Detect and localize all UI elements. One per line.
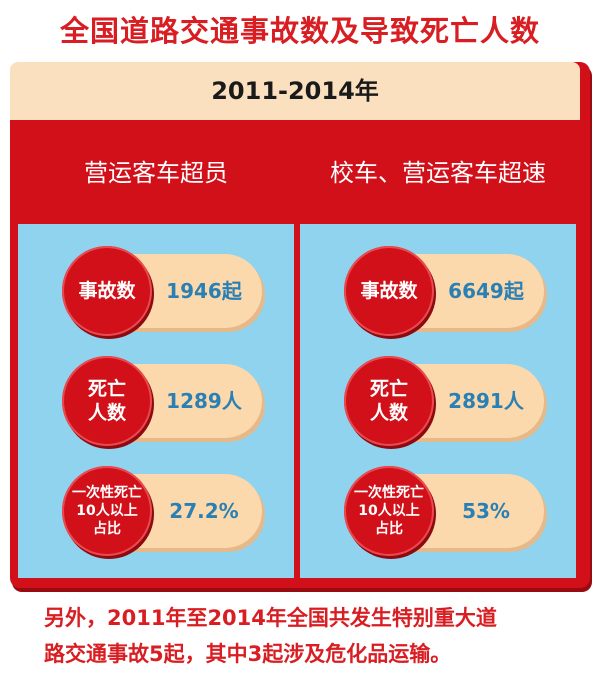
footer-line-2: 路交通事故5起，其中3起涉及危化品运输。 (44, 642, 452, 666)
stat-label-circle: 事故数 (344, 246, 434, 336)
stat-label: 一次性死亡 10人以上 占比 (72, 485, 142, 537)
stat-label: 死亡 人数 (87, 378, 126, 424)
column-header: 营运客车超员 (84, 159, 228, 187)
stat-mass-death-share: 53% 一次性死亡 10人以上 占比 (344, 466, 544, 556)
column-body: 6649起 事故数 2891人 死亡 人数 53% 一次性死亡 10人以上 占比 (300, 224, 576, 578)
stat-label: 事故数 (360, 280, 418, 302)
period-banner: 2011-2014年 (10, 62, 580, 120)
stat-deaths: 1289人 死亡 人数 (62, 356, 262, 446)
stat-label-circle: 死亡 人数 (62, 356, 152, 446)
column-speeding: 校车、营运客车超速 6649起 事故数 2891人 死亡 人数 53% 一次性死… (300, 124, 576, 584)
column-divider (296, 124, 300, 584)
stat-value: 2891人 (448, 389, 524, 413)
column-body: 1946起 事故数 1289人 死亡 人数 27.2% 一次性死亡 10人以上 … (18, 224, 294, 578)
column-overload: 营运客车超员 1946起 事故数 1289人 死亡 人数 27.2% 一次性死亡… (18, 124, 294, 584)
stat-label: 死亡 人数 (369, 378, 408, 424)
stat-label: 事故数 (78, 280, 136, 302)
stat-accidents: 6649起 事故数 (344, 246, 544, 336)
stat-label-circle: 事故数 (62, 246, 152, 336)
stat-deaths: 2891人 死亡 人数 (344, 356, 544, 446)
stat-value: 27.2% (169, 499, 239, 523)
footer-line-1: 另外，2011年至2014年全国共发生特别重大道 (44, 606, 497, 630)
footer-note: 另外，2011年至2014年全国共发生特别重大道 路交通事故5起，其中3起涉及危… (44, 600, 584, 672)
stat-mass-death-share: 27.2% 一次性死亡 10人以上 占比 (62, 466, 262, 556)
infographic-title: 全国道路交通事故数及导致死亡人数 (59, 14, 540, 48)
stat-label: 一次性死亡 10人以上 占比 (354, 485, 424, 537)
stat-label-circle: 一次性死亡 10人以上 占比 (344, 466, 434, 556)
stat-value: 1946起 (166, 279, 242, 303)
column-header: 校车、营运客车超速 (330, 159, 546, 187)
stat-label-circle: 死亡 人数 (344, 356, 434, 446)
stat-value: 53% (462, 499, 510, 523)
stat-accidents: 1946起 事故数 (62, 246, 262, 336)
stat-value: 1289人 (166, 389, 242, 413)
stat-label-circle: 一次性死亡 10人以上 占比 (62, 466, 152, 556)
stat-value: 6649起 (448, 279, 524, 303)
